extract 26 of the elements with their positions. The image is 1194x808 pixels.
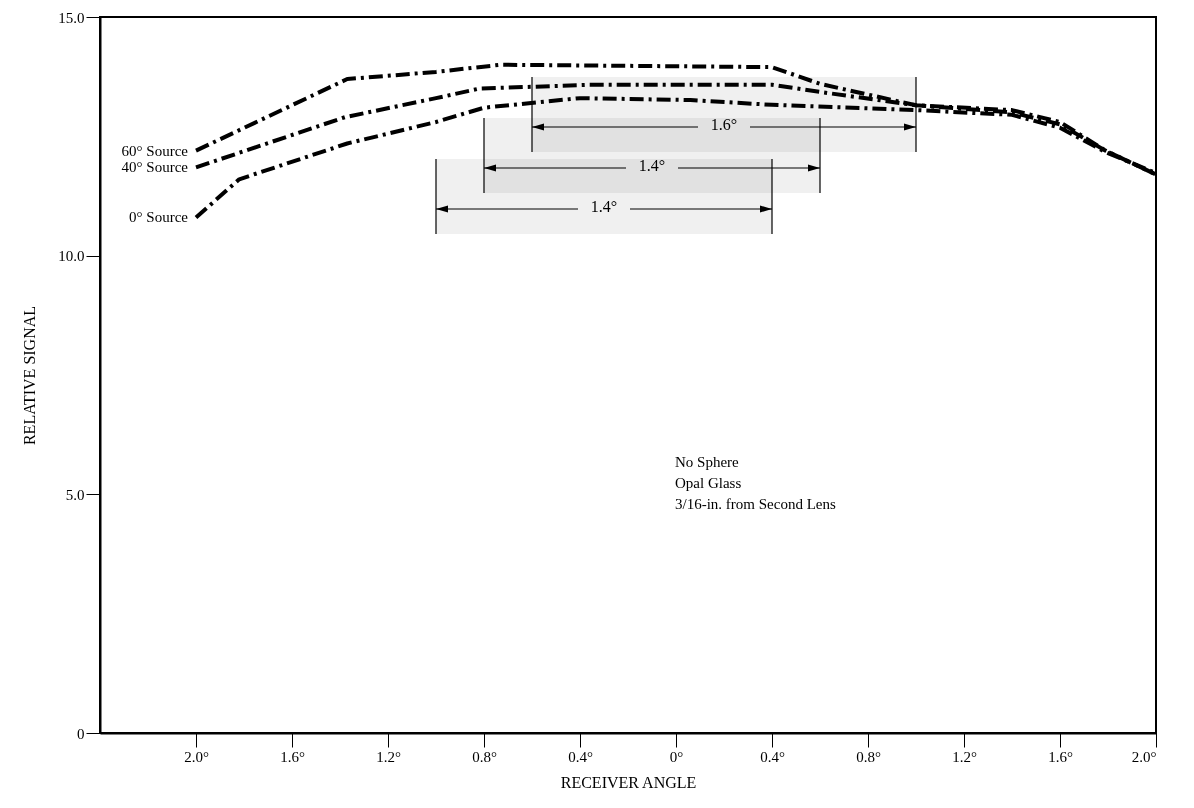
x-tick-label: 0°: [669, 748, 684, 765]
series-label: 0° Source: [129, 209, 189, 226]
x-tick-label: 2.0°: [184, 748, 209, 765]
x-tick-label: 1.2°: [952, 748, 977, 765]
annotation: Opal Glass: [675, 475, 742, 491]
y-tick-label: 15.0: [58, 9, 85, 26]
x-tick-label: 1.6°: [1048, 748, 1073, 765]
y-tick-label: 0: [77, 725, 85, 742]
band-label: 1.6°: [710, 116, 738, 133]
y-tick-label: 10.0: [58, 248, 85, 265]
series-label: 60° Source: [121, 142, 189, 159]
x-tick-label: 1.6°: [280, 748, 305, 765]
x-tick-label: 0.4°: [568, 748, 593, 765]
x-tick-label: 0.8°: [856, 748, 881, 765]
x-tick-label: 1.2°: [376, 748, 401, 765]
y-tick-label: 5.0: [65, 486, 85, 503]
band-label: 1.4°: [590, 198, 618, 215]
x-tick-label: 0.4°: [760, 748, 785, 765]
x-tick-label: 2.0°: [1131, 748, 1157, 765]
band-label: 1.4°: [638, 157, 666, 174]
x-axis-title: RECEIVER ANGLE: [560, 773, 697, 791]
annotation: No Sphere: [675, 454, 740, 470]
series-label: 40° Source: [121, 159, 189, 176]
y-axis-title: RELATIVE SIGNAL: [21, 305, 39, 446]
annotation: 3/16-in. from Second Lens: [675, 496, 836, 512]
x-tick-label: 0.8°: [472, 748, 497, 765]
